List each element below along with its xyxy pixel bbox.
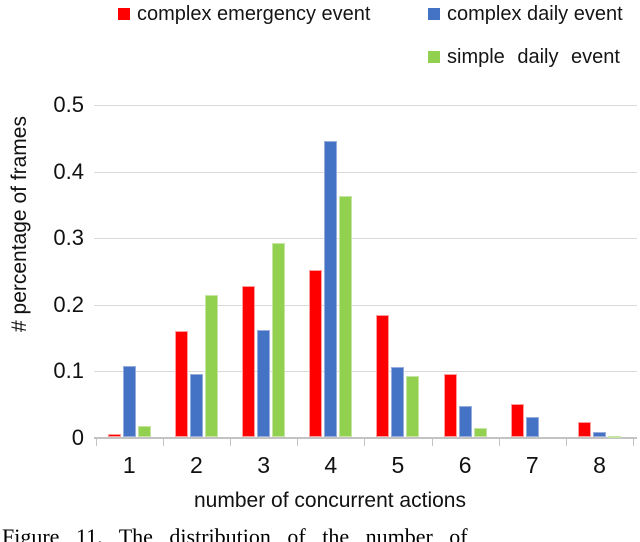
x-tick-label-3: 3 — [257, 452, 271, 478]
x-tick-label-5: 5 — [391, 452, 405, 478]
gridline-y-0.2 — [93, 304, 637, 306]
y-tick-label-0.1: 0.1 — [53, 358, 84, 383]
gridline-y-0.1 — [93, 371, 637, 372]
legend-item-complex-daily-event: complex daily event — [428, 3, 623, 25]
legend-label-simple-daily-event: simple daily event — [447, 46, 620, 68]
bar-simple-daily-event-x3 — [272, 242, 286, 438]
y-tick-label-0.5: 0.5 — [53, 92, 84, 117]
figure-caption: Figure 11. The distribution of the numbe… — [2, 524, 468, 542]
bar-complex-emergency-event-x5 — [376, 315, 390, 438]
y-tick-label-0.2: 0.2 — [53, 291, 84, 317]
legend-label-complex-daily-event: complex daily event — [447, 3, 623, 25]
bar-simple-daily-event-x2 — [204, 294, 218, 438]
y-axis-title: # percentage of frames — [8, 116, 31, 332]
bar-complex-daily-event-x4 — [324, 140, 338, 438]
legend-swatch-red — [118, 8, 130, 20]
bar-complex-daily-event-x1 — [122, 366, 136, 438]
x-axis-tick — [230, 438, 232, 446]
bar-complex-emergency-event-x2 — [174, 331, 188, 438]
x-tick-label-7: 7 — [525, 452, 539, 478]
legend-label-complex-emergency-event: complex emergency event — [137, 3, 371, 25]
x-axis-tick — [95, 438, 97, 446]
x-tick-label-8: 8 — [593, 452, 606, 478]
bar-simple-daily-event-x8 — [607, 435, 621, 438]
bar-simple-daily-event-x4 — [339, 196, 353, 438]
bar-complex-emergency-event-x1 — [107, 433, 121, 438]
bar-complex-daily-event-x5 — [391, 367, 405, 438]
bar-simple-daily-event-x6 — [473, 427, 487, 438]
bar-complex-emergency-event-x8 — [577, 422, 591, 438]
bar-simple-daily-event-x5 — [406, 376, 420, 438]
y-tick-label-0.4: 0.4 — [53, 158, 84, 184]
bar-complex-daily-event-x8 — [592, 432, 606, 438]
bar-complex-emergency-event-x3 — [242, 285, 256, 438]
bar-complex-daily-event-x6 — [458, 406, 472, 438]
x-tick-label-6: 6 — [458, 452, 472, 478]
x-axis-tick — [162, 438, 164, 446]
y-tick-label-0: 0 — [71, 424, 84, 450]
x-tick-label-4: 4 — [324, 452, 338, 478]
x-axis-tick — [364, 438, 366, 446]
x-tick-label-1: 1 — [122, 452, 136, 478]
x-axis-tick — [565, 438, 567, 446]
bar-complex-emergency-event-x6 — [443, 373, 457, 438]
bar-complex-daily-event-x2 — [189, 374, 203, 438]
y-tick-label-0.3: 0.3 — [53, 225, 84, 250]
bar-simple-daily-event-x1 — [137, 425, 151, 438]
x-axis-title: number of concurrent actions — [194, 489, 466, 512]
gridline-y-0.3 — [93, 238, 637, 239]
x-tick-label-2: 2 — [190, 452, 203, 478]
x-axis-tick — [431, 438, 433, 446]
x-axis-line — [93, 437, 637, 439]
legend-swatch-blue — [428, 8, 440, 20]
legend-item-simple-daily-event: simple daily event — [428, 46, 620, 68]
legend-item-complex-emergency-event: complex emergency event — [118, 3, 370, 25]
x-axis-tick — [498, 438, 500, 446]
bar-complex-emergency-event-x7 — [510, 403, 524, 438]
legend-swatch-green — [428, 51, 440, 63]
x-axis-tick — [297, 438, 299, 446]
bar-complex-daily-event-x3 — [257, 330, 271, 438]
bar-complex-emergency-event-x4 — [309, 269, 323, 438]
x-axis-tick — [633, 438, 635, 446]
bar-complex-daily-event-x7 — [525, 416, 539, 438]
gridline-y-0.4 — [93, 171, 637, 173]
gridline-y-0.5 — [93, 105, 637, 106]
